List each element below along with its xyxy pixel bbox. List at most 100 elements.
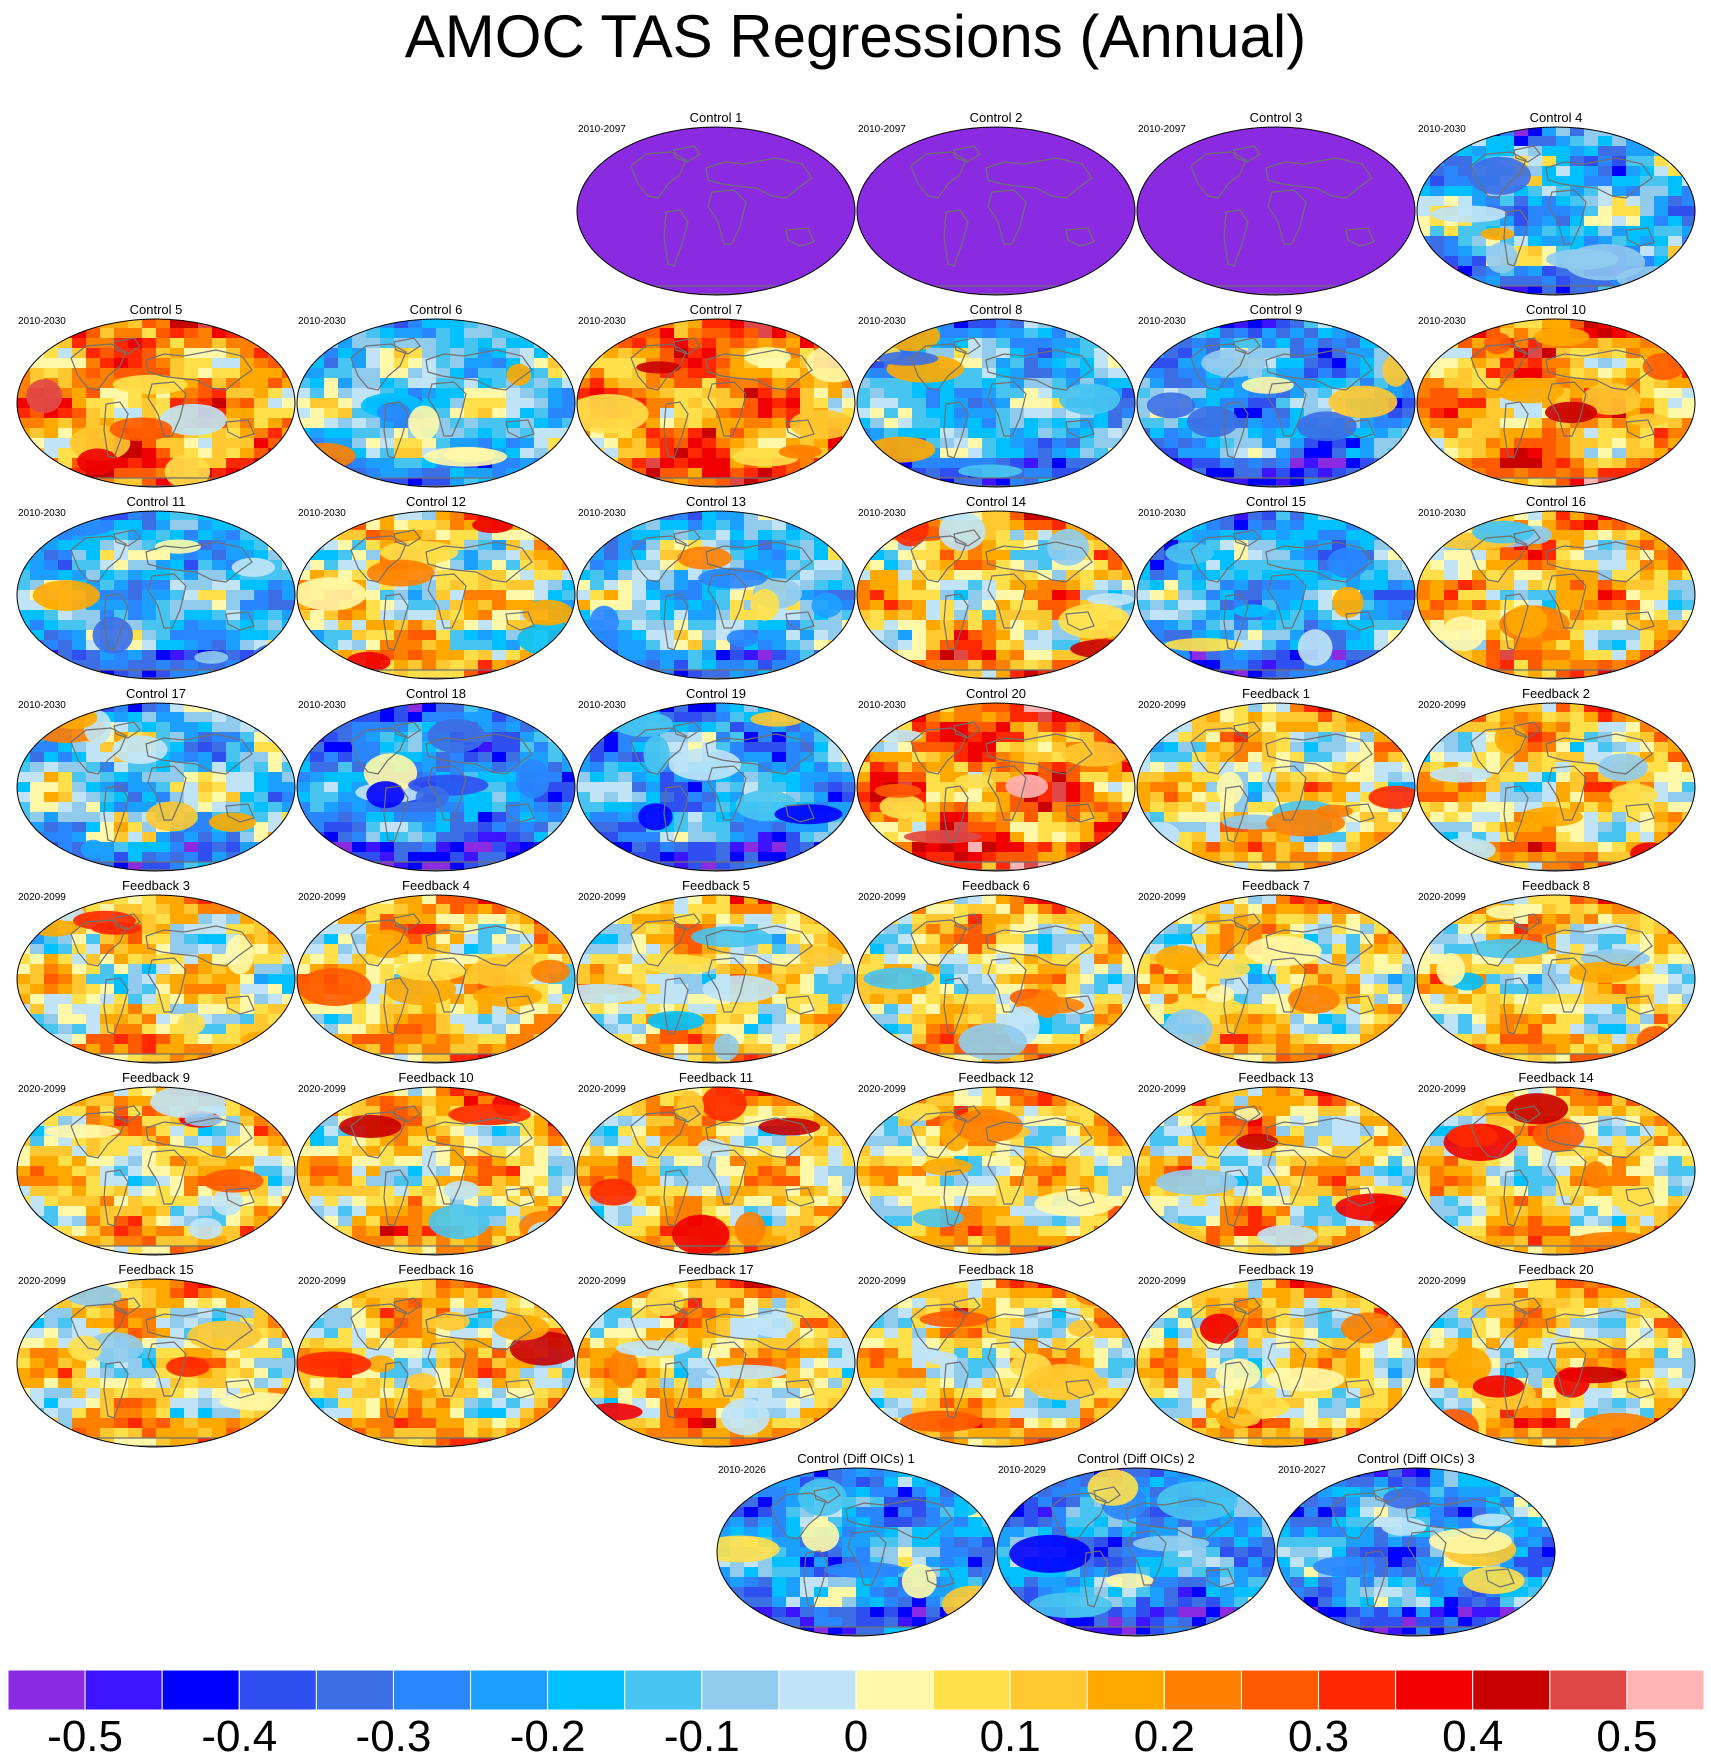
colorbar-swatch	[471, 1670, 548, 1710]
panel-title: Control 14	[856, 494, 1136, 509]
robinson-map	[576, 1278, 856, 1448]
panel-title: Feedback 16	[296, 1262, 576, 1277]
colorbar-swatch	[1319, 1670, 1396, 1710]
robinson-map	[856, 1278, 1136, 1448]
robinson-map	[1416, 1278, 1696, 1448]
colorbar-tick-label: 0.3	[1288, 1712, 1349, 1762]
panel-title: Control 10	[1416, 302, 1696, 317]
colorbar-tick-label: 0	[844, 1712, 868, 1762]
robinson-map	[1416, 702, 1696, 872]
panel-title: Control 18	[296, 686, 576, 701]
panel-title: Control 6	[296, 302, 576, 317]
colorbar-swatch	[393, 1670, 470, 1710]
panel-title: Control 5	[16, 302, 296, 317]
panel-title: Control 12	[296, 494, 576, 509]
robinson-map	[16, 1278, 296, 1448]
robinson-map	[296, 1086, 576, 1256]
colorbar-swatch	[162, 1670, 239, 1710]
robinson-map	[1136, 510, 1416, 680]
robinson-map	[576, 510, 856, 680]
colorbar-tick-label: -0.2	[510, 1712, 586, 1762]
colorbar-swatch	[1396, 1670, 1473, 1710]
panel-title: Control 3	[1136, 110, 1416, 125]
robinson-map	[1416, 318, 1696, 488]
panel-title: Feedback 13	[1136, 1070, 1416, 1085]
panel-title: Feedback 9	[16, 1070, 296, 1085]
colorbar-swatch	[856, 1670, 933, 1710]
robinson-map	[1416, 510, 1696, 680]
robinson-map	[716, 1467, 996, 1637]
colorbar-tick-label: -0.4	[201, 1712, 277, 1762]
colorbar-swatch	[316, 1670, 393, 1710]
robinson-map	[856, 1086, 1136, 1256]
colorbar-swatch	[1473, 1670, 1550, 1710]
panel-title: Control 4	[1416, 110, 1696, 125]
panel-title: Feedback 8	[1416, 878, 1696, 893]
panel-title: Control 13	[576, 494, 856, 509]
colorbar-tick-label: -0.3	[356, 1712, 432, 1762]
panel-title: Feedback 2	[1416, 686, 1696, 701]
robinson-map	[1136, 702, 1416, 872]
robinson-map	[1136, 126, 1416, 296]
panel-title: Feedback 11	[576, 1070, 856, 1085]
panel-title: Control 17	[16, 686, 296, 701]
panel-title: Control 11	[16, 494, 296, 509]
colorbar	[8, 1670, 1704, 1710]
colorbar-tick-label: -0.1	[664, 1712, 740, 1762]
panel-title: Control 16	[1416, 494, 1696, 509]
panel-title: Feedback 19	[1136, 1262, 1416, 1277]
panel-title: Feedback 7	[1136, 878, 1416, 893]
colorbar-swatch	[8, 1670, 85, 1710]
robinson-map	[296, 510, 576, 680]
panel-title: Feedback 5	[576, 878, 856, 893]
panel-title: Feedback 6	[856, 878, 1136, 893]
panel-title: Feedback 10	[296, 1070, 576, 1085]
panel-title: Feedback 15	[16, 1262, 296, 1277]
robinson-map	[576, 318, 856, 488]
robinson-map	[856, 702, 1136, 872]
colorbar-swatch	[1550, 1670, 1627, 1710]
robinson-map	[16, 1086, 296, 1256]
panel-title: Control 7	[576, 302, 856, 317]
colorbar-tick-label: 0.4	[1442, 1712, 1503, 1762]
robinson-map	[1136, 1278, 1416, 1448]
panel-title: Feedback 14	[1416, 1070, 1696, 1085]
robinson-map	[856, 510, 1136, 680]
figure-title: AMOC TAS Regressions (Annual)	[0, 2, 1711, 72]
robinson-map	[856, 318, 1136, 488]
robinson-map	[576, 702, 856, 872]
panel-title: Control 9	[1136, 302, 1416, 317]
colorbar-swatch	[625, 1670, 702, 1710]
robinson-map	[1416, 1086, 1696, 1256]
panel-title: Feedback 1	[1136, 686, 1416, 701]
robinson-map	[1276, 1467, 1556, 1637]
robinson-map	[1136, 1086, 1416, 1256]
